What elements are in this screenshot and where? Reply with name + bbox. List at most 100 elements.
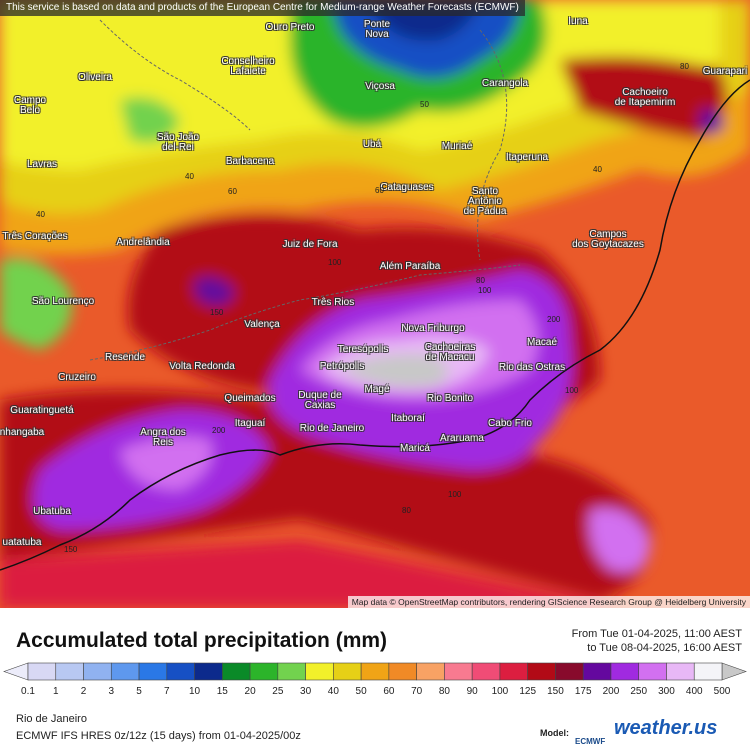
city-label: Ponte Nova [363, 19, 391, 40]
legend-low-arrow [3, 662, 29, 681]
period-to: to Tue 08-04-2025, 16:00 AEST [587, 642, 742, 654]
legend-label: 175 [575, 686, 592, 697]
city-label: Viçosa [365, 81, 395, 92]
legend-swatch [555, 662, 584, 681]
legend-label: 30 [300, 686, 312, 697]
legend-swatch [83, 662, 112, 681]
city-label: Itaguaí [234, 418, 266, 429]
precipitation-field [0, 0, 750, 608]
city-label: Cachoeiras de Macacu [424, 342, 476, 363]
legend-label: 80 [439, 686, 451, 697]
legend-label: 20 [245, 686, 257, 697]
city-label: Andrelândia [116, 237, 170, 248]
city-label: Resende [104, 352, 146, 363]
legend-label: 0.1 [21, 686, 35, 697]
city-label: Teresópolis [337, 344, 389, 355]
city-label: Nova Friburgo [401, 323, 465, 334]
legend-swatch [416, 662, 445, 681]
city-label: Além Paraíba [379, 261, 441, 272]
contour-label: 200 [547, 315, 561, 324]
city-label: Itaboraí [391, 413, 425, 424]
model-label: Model: [540, 728, 569, 738]
legend: 0.1 1 2 3 5 7 10 15 20 25 30 40 50 60 70 80 90 100 125 150 1… [3, 662, 747, 697]
title: Accumulated total precipitation (mm) [16, 629, 388, 652]
city-label: Duque de Caxias [298, 390, 342, 411]
city-label: Guaratinguetá [10, 405, 74, 416]
legend-label: 400 [686, 686, 703, 697]
city-label: nhangaba [0, 427, 45, 438]
legend-swatch [638, 662, 667, 681]
city-label: Oliveira [78, 72, 112, 83]
legend-label: 50 [356, 686, 368, 697]
legend-label: 60 [383, 686, 395, 697]
city-label: Conselheiro Lafaiete [221, 56, 275, 77]
legend-swatch [194, 662, 223, 681]
location: Rio de Janeiro [16, 713, 87, 725]
legend-swatch [277, 662, 306, 681]
model-logo: ECMWF [575, 737, 606, 746]
city-label: Três Corações [2, 231, 68, 242]
legend-swatch [388, 662, 417, 681]
contour-label: 80 [402, 506, 411, 515]
contour-label: 60 [228, 187, 237, 196]
contour-label: 100 [478, 286, 492, 295]
city-label: Lavras [26, 159, 58, 170]
legend-swatch [471, 662, 501, 681]
city-label: Itaperuna [505, 152, 549, 163]
city-label: Cachoeiro de Itapemirim [614, 87, 676, 108]
legend-label: 150 [547, 686, 564, 697]
city-label: Petrópolis [319, 361, 365, 372]
ecmwf-notice: This service is based on data and produc… [0, 0, 525, 16]
legend-swatch [249, 662, 279, 681]
period-from: From Tue 01-04-2025, 11:00 AEST [571, 628, 742, 640]
city-label: Valença [244, 319, 280, 330]
contour-label: 40 [593, 165, 602, 174]
legend-label: 70 [411, 686, 423, 697]
legend-label: 300 [658, 686, 675, 697]
legend-label: 100 [492, 686, 509, 697]
legend-swatch [138, 662, 168, 681]
legend-label: 15 [217, 686, 229, 697]
legend-label: 1 [53, 686, 59, 697]
legend-swatch [444, 662, 473, 681]
city-label: Rio de Janeiro [299, 423, 365, 434]
contour-label: 40 [185, 172, 194, 181]
legend-swatch [666, 662, 695, 681]
legend-label: 10 [189, 686, 201, 697]
city-label: Iuna [568, 16, 588, 27]
city-label: Ubatuba [33, 506, 71, 517]
city-label: Três Rios [311, 297, 355, 308]
city-label: Volta Redonda [169, 361, 235, 372]
contour-label: 150 [64, 545, 78, 554]
legend-label: 250 [630, 686, 647, 697]
city-label: Juiz de Fora [282, 239, 338, 250]
city-label: Cruzeiro [58, 372, 96, 383]
contour-label: 150 [210, 308, 224, 317]
city-label: Cabo Frio [488, 418, 532, 429]
city-label: Queimados [224, 393, 276, 404]
city-label: Magé [364, 384, 390, 395]
map-attribution: Map data © OpenStreetMap contributors, r… [347, 596, 750, 608]
brand-logo: weather.us [614, 717, 718, 739]
city-label: Barbacena [225, 156, 275, 167]
legend-label: 7 [164, 686, 170, 697]
city-label: Carangola [481, 78, 529, 89]
city-label: São Lourenço [31, 296, 95, 307]
city-label: Campo Belo [13, 95, 47, 116]
legend-swatch [166, 662, 195, 681]
legend-swatch [305, 662, 334, 681]
legend-label: 5 [136, 686, 142, 697]
legend-label: 3 [108, 686, 114, 697]
legend-label: 2 [81, 686, 87, 697]
model-run: ECMWF IFS HRES 0z/12z (15 days) from 01-… [16, 730, 301, 742]
legend-label: 200 [603, 686, 620, 697]
legend-swatch [360, 662, 390, 681]
contour-label: 60 [375, 186, 384, 195]
contour-label: 80 [680, 62, 689, 71]
city-label: Angra dos Reis [140, 427, 186, 448]
city-label: Campos dos Goytacazes [572, 229, 644, 250]
legend-swatch [110, 662, 140, 681]
city-label: São João del-Rei [156, 132, 200, 153]
legend-swatch [222, 662, 251, 681]
legend-swatch [333, 662, 362, 681]
